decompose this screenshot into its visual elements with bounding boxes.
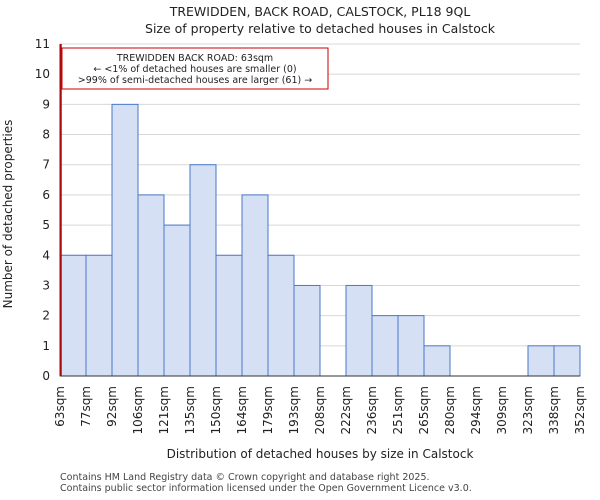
bars (59, 103, 581, 377)
x-axis-label: Distribution of detached houses by size … (167, 447, 474, 461)
x-tick-label: 92sqm (105, 386, 119, 427)
y-tick-label: 3 (42, 278, 50, 292)
y-tick-label: 9 (42, 97, 50, 111)
annotation-box (61, 47, 329, 90)
marker: TREWIDDEN BACK ROAD: 63sqm← <1% of detac… (60, 44, 329, 376)
bar (293, 284, 321, 377)
axes: 0 1 2 3 4 5 6 7 8 9 10 11 63sqm 77sqm 92sqm 106sqm 121sq… (35, 37, 587, 434)
x-tick-label: 121sqm (157, 386, 171, 434)
annotation-line: ← <1% of detached houses are smaller (0) (93, 64, 296, 75)
bar (553, 345, 581, 377)
bar (189, 164, 217, 377)
bar (527, 345, 555, 377)
x-tick-label: 106sqm (131, 386, 145, 434)
annotation-line: TREWIDDEN BACK ROAD: 63sqm (116, 53, 273, 64)
x-tick-label: 309sqm (495, 386, 509, 434)
bar (241, 194, 269, 377)
y-tick-label: 10 (35, 67, 50, 81)
x-tick-label: 164sqm (235, 386, 249, 434)
y-tick-label: 8 (42, 128, 50, 142)
x-tick-label: 208sqm (313, 386, 327, 434)
bar (215, 254, 243, 377)
y-tick-label: 2 (42, 309, 50, 323)
footer-line-1: Contains HM Land Registry data © Crown c… (60, 472, 430, 483)
y-tick-label: 1 (42, 339, 50, 353)
x-tick-label: 294sqm (469, 386, 483, 434)
x-tick-label: 265sqm (417, 386, 431, 434)
chart-title: TREWIDDEN, BACK ROAD, CALSTOCK, PL18 9QL (169, 4, 471, 19)
x-tick-label: 135sqm (183, 386, 197, 434)
x-tick-label: 236sqm (365, 386, 379, 434)
x-tick-label: 338sqm (547, 386, 561, 434)
y-tick-label: 0 (42, 369, 50, 383)
y-axis-label: Number of detached properties (1, 120, 15, 309)
x-tick-label: 280sqm (443, 386, 457, 434)
x-tick-label: 63sqm (53, 386, 67, 427)
bar (423, 345, 451, 377)
bar (371, 315, 399, 377)
annotation-line: >99% of semi-detached houses are larger … (78, 75, 312, 86)
x-tick-label: 150sqm (209, 386, 223, 434)
x-tick-label: 193sqm (287, 386, 301, 434)
bar (397, 315, 425, 377)
bar (85, 254, 113, 377)
x-tick-label: 323sqm (521, 386, 535, 434)
x-tick-label: 77sqm (79, 386, 93, 427)
bar (345, 284, 373, 377)
footer-line-2: Contains public sector information licen… (60, 483, 472, 494)
bar (111, 103, 139, 377)
x-tick-label: 352sqm (573, 386, 587, 434)
y-tick-label: 7 (42, 158, 50, 172)
y-tick-label: 4 (42, 248, 50, 262)
x-tick-label: 179sqm (261, 386, 275, 434)
bar (163, 224, 191, 377)
y-tick-label: 5 (42, 218, 50, 232)
x-tick-label: 222sqm (339, 386, 353, 434)
y-tick-label: 11 (35, 37, 50, 51)
bar (59, 254, 87, 377)
y-tick-label: 6 (42, 188, 50, 202)
bar (267, 254, 295, 377)
bar (137, 194, 165, 377)
x-tick-label: 251sqm (391, 386, 405, 434)
chart-subtitle: Size of property relative to detached ho… (145, 21, 496, 36)
